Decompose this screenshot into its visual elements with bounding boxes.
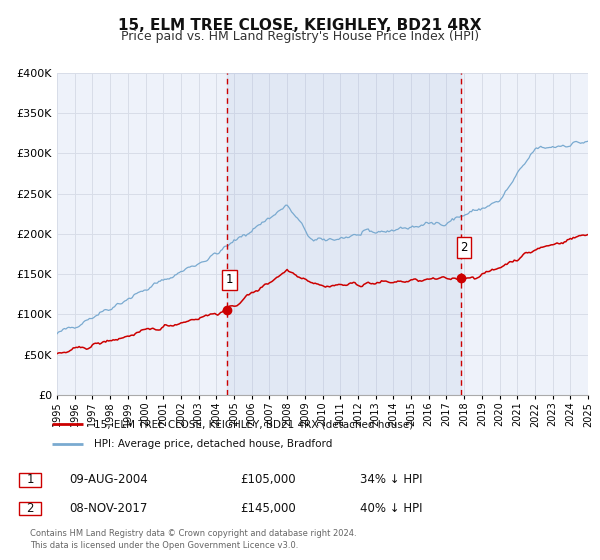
- Text: 08-NOV-2017: 08-NOV-2017: [69, 502, 148, 515]
- Text: £145,000: £145,000: [240, 502, 296, 515]
- Text: 2: 2: [26, 502, 34, 515]
- Text: 15, ELM TREE CLOSE, KEIGHLEY, BD21 4RX (detached house): 15, ELM TREE CLOSE, KEIGHLEY, BD21 4RX (…: [94, 419, 413, 429]
- Text: 1: 1: [26, 473, 34, 487]
- Text: Contains HM Land Registry data © Crown copyright and database right 2024.
This d: Contains HM Land Registry data © Crown c…: [30, 529, 356, 550]
- Text: 15, ELM TREE CLOSE, KEIGHLEY, BD21 4RX: 15, ELM TREE CLOSE, KEIGHLEY, BD21 4RX: [118, 18, 482, 33]
- Text: 40% ↓ HPI: 40% ↓ HPI: [360, 502, 422, 515]
- Text: 1: 1: [226, 273, 233, 286]
- Text: 34% ↓ HPI: 34% ↓ HPI: [360, 473, 422, 487]
- Text: Price paid vs. HM Land Registry's House Price Index (HPI): Price paid vs. HM Land Registry's House …: [121, 30, 479, 44]
- Bar: [227, 73, 461, 395]
- Text: HPI: Average price, detached house, Bradford: HPI: Average price, detached house, Brad…: [94, 439, 332, 449]
- Text: 09-AUG-2004: 09-AUG-2004: [69, 473, 148, 487]
- Text: £105,000: £105,000: [240, 473, 296, 487]
- Text: 2: 2: [460, 241, 468, 254]
